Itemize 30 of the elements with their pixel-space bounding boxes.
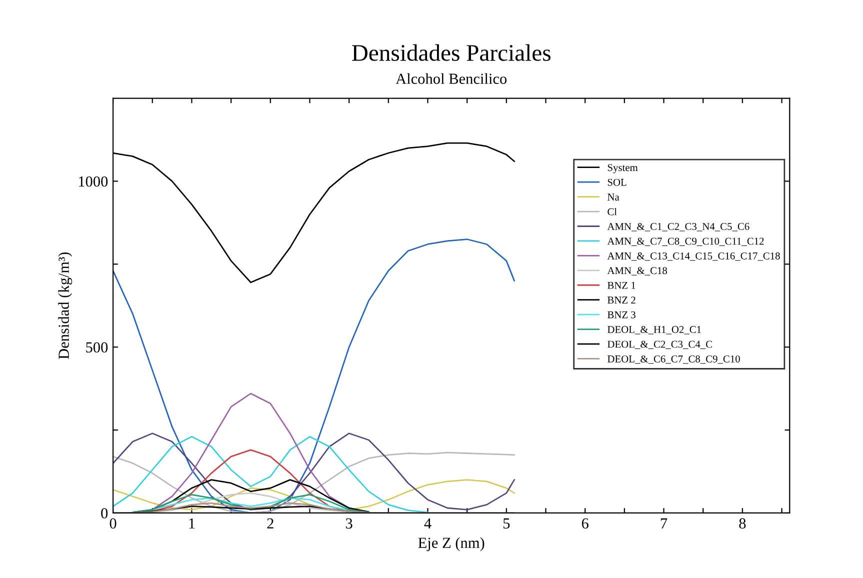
x-tick-label: 3 [346,518,352,529]
x-tick-label: 7 [660,518,668,528]
legend-label: BNZ 3 [608,311,636,318]
x-tick-label: 4 [424,518,432,528]
legend-label: Cl [608,208,617,216]
y-tick-label: 0 [101,508,108,518]
legend-label: Na [608,194,620,201]
y-tick-label: 1000 [78,176,108,187]
legend-label: BNZ 1 [608,282,636,289]
legend-label: DEOL_&_H1_O2_C1 [608,326,701,334]
legend-label: BNZ 2 [608,296,636,304]
x-tick-label: 2 [267,518,274,528]
y-axis-title: Densidad (kg/m³) [58,252,72,360]
chart-subtitle: Alcohol Bencilico [396,73,507,84]
legend-label: AMN_&_C13_C14_C15_C16_C17_C18 [607,252,780,261]
legend-label: AMN_&_C18 [607,267,668,276]
legend-label: SOL [608,178,626,186]
y-tick-label: 500 [86,342,108,353]
x-tick-label: 1 [189,518,195,528]
legend-label: DEOL_&_C2_C3_C4_C [608,340,712,349]
x-tick-label: 6 [582,518,588,529]
legend-label: System [608,164,638,174]
x-tick-label: 5 [503,518,510,529]
x-tick-label: 0 [110,518,116,529]
legend-label: DEOL_&_C6_C7_C8_C9_C10 [608,355,740,364]
legend-label: AMN_&_C7_C8_C9_C10_C11_C12 [607,238,764,246]
x-axis-title: Eje Z (nm) [418,537,484,552]
legend-label: AMN_&_C1_C2_C3_N4_C5_C6 [607,222,750,232]
chart-title: Densidades Parciales [352,44,550,61]
x-tick-label: 8 [739,518,746,529]
